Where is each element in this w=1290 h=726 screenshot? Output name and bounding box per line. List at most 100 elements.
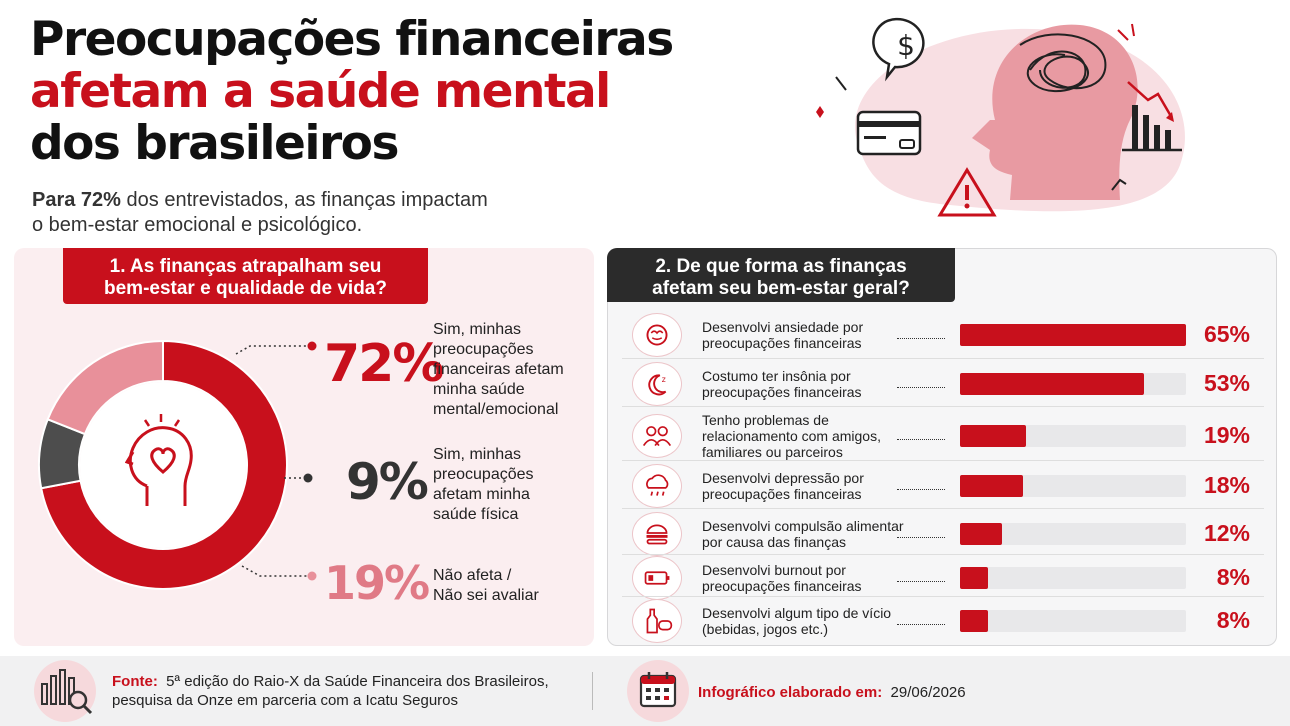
bar-value-label: 19% — [1203, 422, 1250, 448]
subtitle: Para 72% dos entrevistados, as finanças … — [32, 188, 488, 238]
donut-chart — [38, 336, 288, 594]
bar-value-label: 18% — [1203, 472, 1250, 498]
anxious-brain-icon — [632, 313, 682, 357]
source-label: Fonte: — [112, 673, 158, 690]
slice-9-value: 9% — [346, 453, 429, 511]
slice-19-label: Não afeta / Não sei avaliar — [433, 566, 539, 606]
bar-row-label-line: Desenvolvi ansiedade por — [702, 319, 864, 335]
row-divider — [622, 508, 1264, 509]
source-line-2: pesquisa da Onze em parceria com a Icatu… — [112, 692, 459, 709]
warning-triangle-icon — [937, 167, 997, 217]
page-title: Preocupações financeiras afetam a saúde … — [30, 12, 674, 170]
bar-row-label: Desenvolvi compulsão alimentar por causa … — [702, 518, 904, 550]
slice-72-label-line: preocupações — [433, 341, 534, 358]
bar-row-label-line: Desenvolvi depressão por — [702, 470, 864, 486]
slice-19-label-line: Não sei avaliar — [433, 587, 539, 604]
people-group-icon — [632, 414, 682, 458]
head-tangled-mind-icon — [972, 24, 1138, 200]
bar-row-label-line: Costumo ter insônia por — [702, 368, 851, 384]
slice-9-label-line: preocupações — [433, 466, 534, 483]
dollar-speech-bubble-icon: $ — [872, 17, 925, 82]
bar-row-label: Desenvolvi algum tipo de vício (bebidas, … — [702, 605, 891, 637]
slice-72-label: Sim, minhas preocupações financeiras afe… — [433, 320, 564, 420]
bar-track — [960, 523, 1186, 545]
row-divider — [622, 596, 1264, 597]
bar — [960, 425, 1026, 447]
head-heart-icon — [124, 410, 195, 516]
bar-row-label-line: (bebidas, jogos etc.) — [702, 621, 829, 637]
slice-9-label: Sim, minhas preocupações afetam minha sa… — [433, 445, 534, 525]
slice-9-label-line: afetam minha — [433, 486, 530, 503]
credit-card-icon — [856, 110, 922, 156]
low-battery-icon — [632, 556, 682, 600]
bar-row-leader — [897, 489, 945, 490]
row-divider — [622, 406, 1264, 407]
row-divider — [622, 358, 1264, 359]
bar — [960, 567, 988, 589]
slice-9-label-line: saúde física — [433, 506, 519, 523]
source-text: Fonte: 5ª edição do Raio-X da Saúde Fina… — [112, 672, 549, 710]
bar — [960, 523, 1002, 545]
bar-row-label-line: Desenvolvi compulsão alimentar — [702, 518, 904, 534]
calendar-icon — [627, 660, 689, 722]
bar-value-label: 12% — [1203, 520, 1250, 546]
bar-row-leader — [897, 537, 945, 538]
slice-9-label-line: Sim, minhas — [433, 446, 522, 463]
rain-cloud-icon — [632, 464, 682, 508]
bar — [960, 324, 1186, 346]
bottle-gamepad-icon — [632, 599, 682, 643]
bar-row-leader — [897, 439, 945, 440]
slice-72-label-line: financeiras afetam — [433, 361, 564, 378]
bar-row-leader — [897, 338, 945, 339]
bar-row-label: Desenvolvi ansiedade por preocupações fin… — [702, 319, 863, 351]
footer-divider — [592, 672, 593, 710]
slice-72-label-line: minha saúde — [433, 381, 525, 398]
bar-row-label-line: preocupações financeiras — [702, 335, 862, 351]
donut-slice-19 — [46, 339, 164, 436]
date-value: 29/06/2026 — [890, 684, 966, 701]
panel-q2-title-line-2: afetam seu bem-estar geral? — [652, 278, 910, 299]
moon-sleep-icon: z — [632, 362, 682, 406]
svg-text:z: z — [662, 375, 666, 384]
declining-bar-chart-icon — [1122, 81, 1182, 152]
bar-row-label-line: relacionamento com amigos, — [702, 428, 881, 444]
bar-row-label-line: Desenvolvi algum tipo de vício — [702, 605, 892, 621]
bar-value-label: 8% — [1216, 564, 1250, 590]
subtitle-highlight: Para 72% — [32, 189, 121, 211]
slice-72-value: 72% — [324, 334, 444, 394]
slice-72-label-line: mental/emocional — [433, 401, 559, 418]
bar-row-label-line: Desenvolvi burnout por — [702, 562, 846, 578]
bar-row-leader — [897, 581, 945, 582]
bar-row-label-line: preocupações financeiras — [702, 384, 862, 400]
slice-19-value: 19% — [324, 556, 430, 610]
title-line-1: Preocupações financeiras — [30, 12, 674, 67]
bar-row-label-line: preocupações financeiras — [702, 578, 862, 594]
panel-q1-title-line-2: bem-estar e qualidade de vida? — [104, 278, 387, 299]
svg-text:$: $ — [897, 29, 915, 62]
bar-row-label: Desenvolvi depressão por preocupações fin… — [702, 470, 864, 502]
date-label: Infográfico elaborado em: — [698, 684, 883, 701]
bar — [960, 475, 1023, 497]
source-line-1: 5ª edição do Raio-X da Saúde Financeira … — [166, 673, 549, 690]
bar-row-label: Costumo ter insônia por preocupações fina… — [702, 368, 862, 400]
bar-row-label-line: Tenho problemas de — [702, 412, 829, 428]
bar-row-label-line: preocupações financeiras — [702, 486, 862, 502]
bar-value-label: 65% — [1203, 321, 1250, 347]
bar-row-leader — [897, 624, 945, 625]
bar-row-leader — [897, 387, 945, 388]
burger-icon — [632, 512, 682, 556]
panel-q1-title-line-1: 1. As finanças atrapalham seu — [109, 256, 382, 277]
donut-hole — [80, 382, 246, 548]
subtitle-line-2: o bem-estar emocional e psicológico. — [32, 214, 363, 236]
bar-track — [960, 567, 1186, 589]
panel-q2-title: 2. De que forma as finanças afetam seu b… — [607, 248, 955, 302]
bar-row-label-line: por causa das finanças — [702, 534, 846, 550]
panel-q1-title: 1. As finanças atrapalham seu bem-estar … — [63, 248, 428, 304]
title-line-2: afetam a saúde mental — [30, 64, 611, 119]
bar — [960, 610, 988, 632]
panel-q2-title-line-1: 2. De que forma as finanças — [655, 256, 907, 277]
slice-19-label-line: Não afeta / — [433, 567, 512, 584]
chart-magnifier-icon — [34, 660, 96, 722]
bar-value-label: 8% — [1216, 607, 1250, 633]
row-divider — [622, 460, 1264, 461]
